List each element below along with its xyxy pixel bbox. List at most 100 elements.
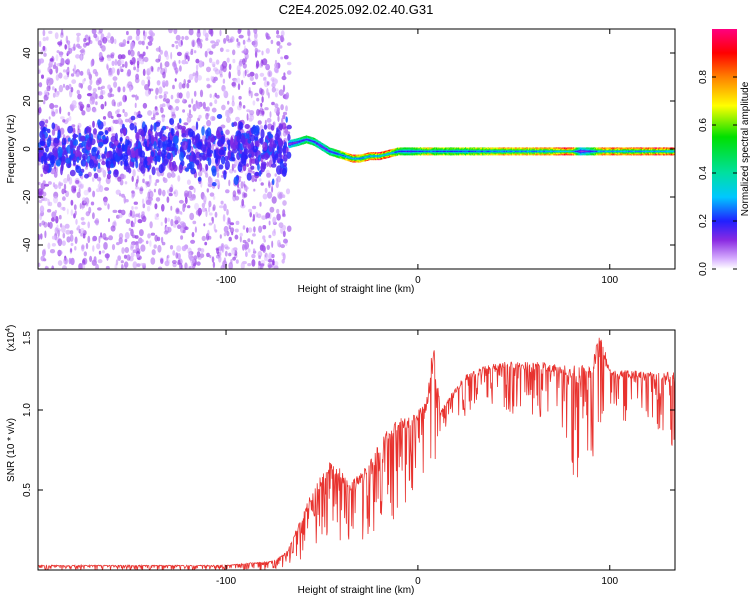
noise-blob (54, 104, 59, 108)
noise-blob (48, 30, 53, 34)
noise-blob (44, 183, 50, 187)
noise-blob (80, 48, 86, 56)
noise-blob (71, 185, 77, 189)
noise-blob (271, 240, 274, 248)
noise-blob (201, 207, 206, 213)
noise-blob (135, 94, 138, 101)
noise-blob (252, 100, 256, 106)
noise-blob (85, 242, 89, 250)
noise-blob (285, 105, 288, 112)
noise-blob (195, 58, 200, 64)
noise-blob (67, 111, 71, 116)
x-tick-label: 100 (601, 275, 618, 286)
noise-blob (262, 77, 267, 82)
noise-blob (97, 86, 101, 91)
noise-blob (130, 228, 134, 237)
noise-band-blob (150, 134, 155, 145)
noise-blob (230, 38, 233, 43)
noise-blob (210, 115, 215, 122)
noise-band-blob (218, 149, 225, 156)
noise-blob (83, 38, 87, 43)
noise-blob (170, 107, 176, 115)
noise-blob (68, 47, 73, 54)
noise-blob (222, 143, 228, 147)
y-tick-label: 0.5 (22, 483, 33, 497)
noise-band-blob (271, 163, 277, 168)
noise-band-blob (178, 164, 183, 174)
noise-band-blob (113, 169, 119, 178)
noise-blob (38, 162, 41, 166)
noise-blob (152, 110, 156, 115)
noise-blob (190, 50, 194, 56)
noise-blob (55, 166, 59, 174)
noise-blob (231, 81, 237, 88)
noise-blob (249, 211, 252, 218)
noise-blob (83, 251, 88, 257)
noise-blob (227, 217, 231, 225)
noise-blob (95, 93, 98, 100)
noise-blob (198, 114, 202, 119)
noise-blob (102, 36, 108, 44)
noise-blob (62, 265, 67, 269)
noise-band-blob (131, 150, 137, 159)
noise-blob (195, 64, 199, 71)
noise-blob (126, 40, 130, 45)
noise-blob (258, 260, 261, 266)
noise-band-blob (69, 169, 76, 177)
noise-blob (243, 184, 246, 188)
noise-band-blob (108, 127, 112, 132)
noise-blob (186, 91, 190, 99)
noise-band-blob (49, 155, 56, 164)
noise-blob (206, 188, 209, 193)
noise-band-blob (205, 129, 209, 137)
noise-blob (147, 41, 153, 46)
colorbar-axis: 0.0 0.2 0.4 0.6 0.8 (698, 70, 737, 276)
noise-blob (39, 222, 42, 227)
noise-blob (131, 175, 134, 182)
noise-blob (273, 66, 279, 73)
noise-band-blob (257, 163, 260, 171)
noise-blob (63, 257, 69, 265)
noise-blob (241, 79, 244, 86)
noise-blob (178, 199, 184, 204)
noise-blob (156, 236, 161, 242)
noise-blob (142, 203, 146, 209)
noise-band-blob (283, 154, 288, 163)
noise-blob (52, 86, 55, 91)
noise-blob (151, 249, 156, 256)
noise-blob (276, 208, 280, 214)
noise-blob (219, 29, 222, 37)
noise-blob (216, 248, 220, 255)
noise-blob (144, 89, 150, 97)
noise-band-blob (247, 133, 250, 140)
noise-blob (127, 49, 131, 56)
colorbar-tick-label: 0.8 (698, 70, 709, 84)
noise-band-blob (162, 140, 165, 148)
noise-blob (208, 222, 213, 226)
noise-band-blob (137, 114, 143, 119)
noise-blob (119, 59, 125, 65)
noise-blob (186, 264, 189, 269)
noise-blob (168, 193, 173, 197)
noise-blob (100, 103, 105, 110)
noise-blob (78, 101, 83, 106)
noise-band-blob (215, 129, 220, 137)
noise-blob (260, 88, 265, 96)
noise-band-blob (286, 124, 292, 130)
noise-blob (141, 198, 145, 205)
noise-blob (276, 239, 281, 248)
noise-blob (181, 245, 187, 252)
noise-blob (91, 91, 97, 100)
noise-blob (130, 61, 134, 66)
noise-blob (117, 255, 122, 261)
noise-blob (286, 225, 292, 232)
noise-blob (188, 265, 192, 269)
noise-blob (68, 115, 72, 122)
noise-band-blob (158, 149, 162, 155)
noise-blob (163, 230, 169, 235)
noise-blob (177, 261, 180, 266)
noise-blob (54, 91, 60, 98)
noise-blob (107, 72, 114, 77)
noise-band-blob (258, 170, 262, 177)
noise-blob (64, 223, 70, 229)
